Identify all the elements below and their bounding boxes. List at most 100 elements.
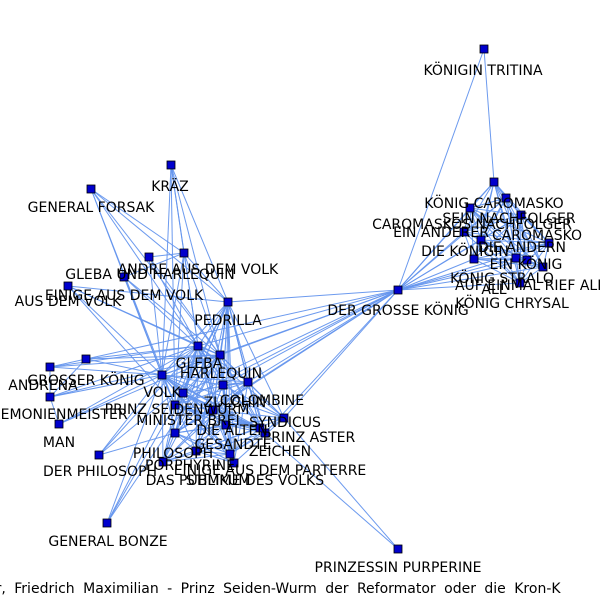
edge: [520, 214, 528, 261]
edge: [473, 258, 521, 284]
node-konig-caromasko: [489, 177, 499, 187]
node-der-philosoph: [94, 450, 104, 460]
edge: [480, 239, 521, 284]
edge: [219, 289, 399, 356]
edge: [148, 256, 199, 347]
edge: [49, 396, 60, 425]
node-die-alten: [208, 405, 218, 415]
edge: [222, 301, 229, 386]
edge: [397, 207, 471, 291]
edge: [283, 417, 399, 550]
edge: [90, 188, 229, 303]
node-label-die-konigin: DIE KÖNIGIN: [421, 242, 509, 260]
edge: [123, 276, 221, 356]
edge: [473, 197, 507, 260]
node-prinzessin-purperine: [393, 544, 403, 554]
edge: [174, 354, 221, 434]
edge: [170, 164, 221, 356]
node-label-der-grosse-konig: DER GROSSE KÖNIG: [327, 301, 468, 319]
edge: [67, 285, 176, 406]
edge: [174, 409, 214, 434]
node-label-konig-caromasko: KÖNIG CAROMASKO: [424, 194, 563, 212]
node-label-stimme-des-volks: STIMME DES VOLKS: [186, 473, 324, 489]
node-zulchin: [218, 380, 228, 390]
edge: [161, 374, 164, 463]
node-die-anderen: [544, 238, 554, 248]
node-label-general-bonze: GENERAL BONZE: [48, 534, 167, 550]
edge: [161, 374, 285, 419]
edge: [197, 301, 229, 347]
node-colombine: [243, 377, 253, 387]
node-general-forsak: [86, 184, 96, 194]
edge: [90, 188, 185, 254]
edge: [161, 345, 199, 376]
edge: [49, 345, 199, 368]
edge: [483, 48, 495, 183]
node-alle: [469, 254, 479, 264]
node-ein-anderer: [459, 227, 469, 237]
node-label-porphyrine: PORPHYRINE: [145, 458, 235, 474]
node-label-prinz-aster: PRINZ ASTER: [263, 430, 356, 446]
node-einige-aus-dem-parterre: [225, 449, 235, 459]
node-label-einige-aus-dem-volk: EINIGE AUS DEM VOLK: [45, 288, 204, 304]
node-label-die-alten: DIE ALTEN: [196, 423, 268, 439]
nodes-layer: [45, 44, 554, 554]
edge: [148, 252, 185, 258]
node-philosoph: [170, 428, 180, 438]
node-label-zulchin: ZULCHIN: [204, 395, 267, 411]
node-label-konigin-tritina: KÖNIGIN TRITINA: [423, 61, 542, 79]
edge: [123, 252, 185, 278]
edge: [170, 164, 176, 406]
node-harlequin: [215, 350, 225, 360]
edge: [264, 289, 399, 434]
edge: [49, 358, 87, 368]
edge: [480, 239, 550, 244]
edge: [397, 266, 544, 291]
edge: [247, 381, 261, 429]
edge: [520, 214, 544, 268]
node-der-grosse-konig: [393, 285, 403, 295]
node-grosser-konig: [81, 354, 91, 364]
edge: [195, 450, 231, 455]
edge: [493, 181, 521, 284]
node-label-auf-einmal-rief: AUF EINMAL RIEF ALL: [455, 278, 600, 294]
edge: [49, 354, 221, 368]
edge: [98, 374, 163, 456]
edge: [222, 289, 399, 386]
node-prinz-aster: [260, 428, 270, 438]
edge: [182, 354, 221, 394]
node-volk: [157, 370, 167, 380]
node-ein-konig: [511, 253, 521, 263]
edge: [397, 259, 528, 291]
node-konig-chrysal: [515, 278, 525, 288]
edge: [473, 181, 495, 260]
node-kraz: [166, 160, 176, 170]
node-label-kraz: KRÄZ: [151, 177, 189, 195]
node-label-syndicus: SYNDICUS: [249, 415, 321, 431]
edge: [505, 197, 521, 284]
node-stimme-des-volks: [229, 458, 239, 468]
edge: [227, 301, 249, 383]
edge: [229, 417, 285, 455]
node-prinz-seidenwurm: [170, 400, 180, 410]
edge: [174, 432, 231, 455]
edge: [174, 432, 235, 464]
node-konig-stralo: [522, 255, 532, 265]
edge: [162, 354, 221, 463]
edge: [183, 252, 229, 303]
edge: [58, 374, 163, 425]
figure-caption: er, Friedrich Maximilian - Prinz Seiden-…: [0, 580, 600, 600]
edge: [162, 453, 231, 463]
node-gleba: [193, 341, 203, 351]
edge: [183, 252, 199, 347]
edge: [212, 409, 261, 429]
edge: [161, 252, 185, 376]
edge: [225, 301, 229, 426]
node-einige-aus-dem-volk: [119, 272, 129, 282]
edge: [58, 345, 199, 425]
node-label-minister-brei: MINISTER BREI: [136, 413, 240, 429]
edge: [49, 345, 199, 398]
edge: [229, 432, 266, 455]
node-gleba-und-harlequin: [144, 252, 154, 262]
edge: [195, 381, 249, 452]
